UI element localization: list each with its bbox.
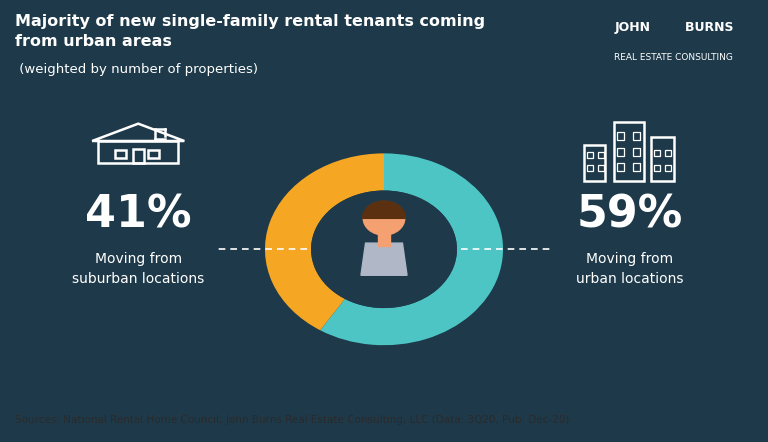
Bar [115, 150, 126, 158]
Bar [665, 164, 671, 171]
Bar [654, 164, 660, 171]
Bar [587, 152, 593, 158]
Bar [378, 233, 390, 246]
Text: Moving from: Moving from [586, 251, 674, 266]
Bar [148, 150, 159, 158]
Bar [654, 150, 660, 156]
Text: (weighted by number of properties): (weighted by number of properties) [15, 63, 258, 76]
Polygon shape [362, 201, 406, 218]
Bar [614, 122, 644, 181]
Bar [617, 163, 624, 171]
Wedge shape [265, 153, 384, 330]
Text: suburban locations: suburban locations [72, 272, 204, 286]
Bar [587, 164, 593, 171]
Bar [633, 149, 640, 156]
Bar [584, 145, 605, 181]
Text: urban locations: urban locations [576, 272, 684, 286]
Bar [598, 152, 604, 158]
Bar [598, 164, 604, 171]
Bar [617, 132, 624, 140]
Text: 59%: 59% [577, 194, 683, 237]
Text: Majority of new single-family rental tenants coming
from urban areas: Majority of new single-family rental ten… [15, 15, 485, 49]
Bar [133, 149, 144, 163]
Text: JOHN        BURNS: JOHN BURNS [614, 21, 734, 34]
Bar [617, 149, 624, 156]
Bar [633, 163, 640, 171]
Text: Sources: National Rental Home Council; John Burns Real Estate Consulting, LLC (D: Sources: National Rental Home Council; J… [15, 415, 570, 425]
Wedge shape [320, 153, 503, 345]
Circle shape [363, 202, 405, 235]
Bar [665, 150, 671, 156]
Text: Moving from: Moving from [94, 251, 182, 266]
Circle shape [311, 191, 457, 308]
Bar [633, 132, 640, 140]
Text: REAL ESTATE CONSULTING: REAL ESTATE CONSULTING [614, 53, 733, 62]
Polygon shape [361, 243, 407, 275]
Text: 41%: 41% [85, 194, 191, 237]
Bar [651, 137, 674, 181]
